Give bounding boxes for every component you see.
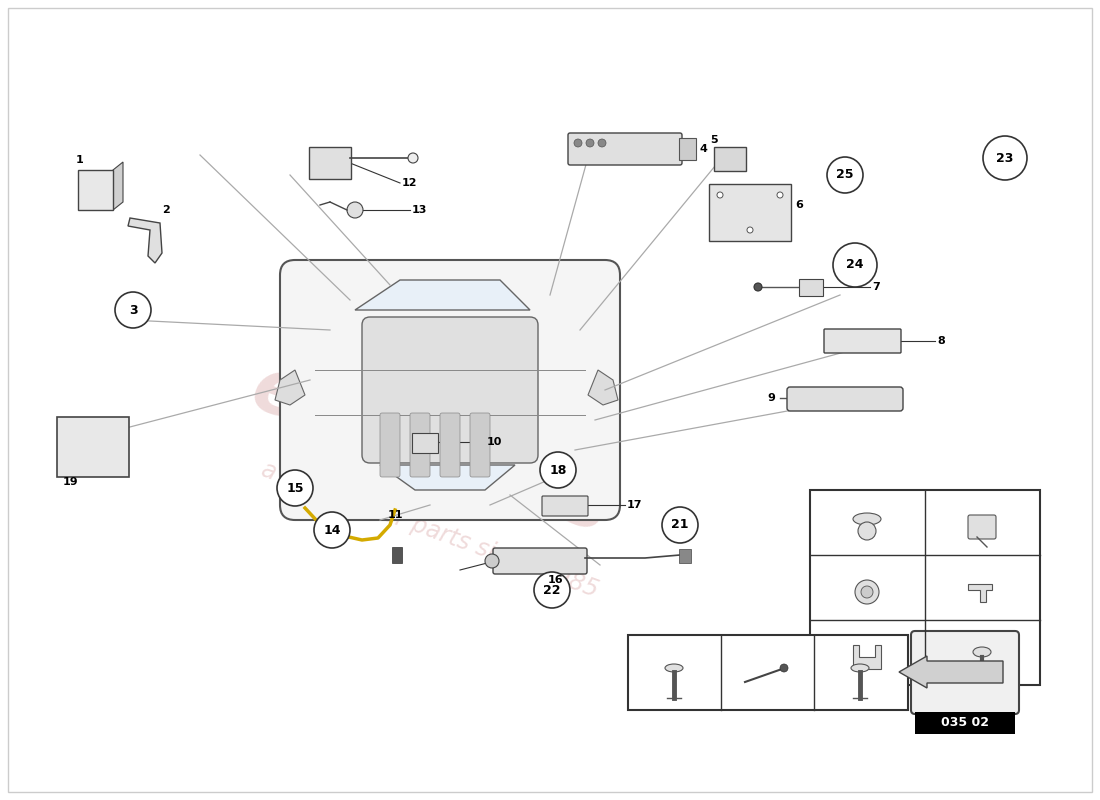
Circle shape	[833, 243, 877, 287]
Text: 8: 8	[937, 336, 945, 346]
Text: 18: 18	[549, 463, 566, 477]
Text: 25: 25	[836, 169, 854, 182]
Circle shape	[777, 192, 783, 198]
Circle shape	[662, 507, 698, 543]
Circle shape	[754, 283, 762, 291]
Text: 25: 25	[816, 491, 834, 505]
Text: 12: 12	[402, 178, 418, 188]
Circle shape	[747, 227, 754, 233]
Text: 10: 10	[487, 437, 503, 447]
Polygon shape	[275, 370, 305, 405]
Polygon shape	[852, 645, 881, 669]
FancyBboxPatch shape	[968, 515, 996, 539]
Text: 035 02: 035 02	[940, 717, 989, 730]
FancyBboxPatch shape	[392, 547, 402, 563]
Ellipse shape	[852, 513, 881, 525]
Text: 2: 2	[162, 205, 169, 215]
FancyBboxPatch shape	[542, 496, 588, 516]
Text: 15: 15	[286, 482, 304, 494]
Polygon shape	[113, 162, 123, 210]
Text: 15: 15	[931, 491, 948, 505]
Circle shape	[598, 139, 606, 147]
FancyArrow shape	[899, 656, 1003, 688]
Text: 4: 4	[700, 144, 708, 154]
Text: 9: 9	[767, 393, 775, 403]
Text: 13: 13	[412, 205, 428, 215]
Ellipse shape	[851, 664, 869, 672]
Text: 1: 1	[76, 155, 84, 165]
Ellipse shape	[858, 522, 876, 540]
FancyBboxPatch shape	[679, 549, 691, 563]
Circle shape	[540, 452, 576, 488]
FancyBboxPatch shape	[379, 413, 400, 477]
Text: 6: 6	[795, 200, 803, 210]
Polygon shape	[355, 280, 530, 310]
Polygon shape	[128, 218, 162, 263]
Polygon shape	[379, 465, 515, 490]
Circle shape	[314, 512, 350, 548]
Text: 21: 21	[733, 638, 752, 652]
Circle shape	[534, 572, 570, 608]
Text: 23: 23	[816, 622, 834, 634]
Circle shape	[780, 664, 788, 672]
FancyBboxPatch shape	[493, 548, 587, 574]
FancyBboxPatch shape	[78, 170, 113, 210]
Circle shape	[116, 292, 151, 328]
FancyBboxPatch shape	[786, 387, 903, 411]
Circle shape	[983, 136, 1027, 180]
FancyBboxPatch shape	[440, 413, 460, 477]
Text: eurocars: eurocars	[241, 351, 619, 549]
Text: 14: 14	[931, 557, 948, 570]
Text: 19: 19	[63, 477, 78, 487]
Circle shape	[574, 139, 582, 147]
Text: 14: 14	[323, 523, 341, 537]
FancyBboxPatch shape	[470, 413, 490, 477]
Circle shape	[717, 192, 723, 198]
FancyBboxPatch shape	[799, 279, 823, 296]
Text: 17: 17	[627, 500, 642, 510]
Text: 7: 7	[872, 282, 880, 292]
Polygon shape	[968, 584, 992, 602]
Circle shape	[485, 554, 499, 568]
Text: 22: 22	[640, 638, 660, 652]
Text: 21: 21	[671, 518, 689, 531]
Circle shape	[346, 202, 363, 218]
Circle shape	[586, 139, 594, 147]
Text: 3: 3	[931, 622, 939, 634]
FancyBboxPatch shape	[568, 133, 682, 165]
Circle shape	[277, 470, 313, 506]
Text: a passion for parts since 1985: a passion for parts since 1985	[258, 458, 602, 602]
FancyBboxPatch shape	[309, 147, 351, 179]
Circle shape	[827, 157, 864, 193]
FancyBboxPatch shape	[710, 184, 791, 241]
Ellipse shape	[861, 586, 873, 598]
FancyBboxPatch shape	[679, 138, 696, 160]
Text: 24: 24	[816, 557, 834, 570]
Circle shape	[408, 153, 418, 163]
Text: 23: 23	[997, 151, 1014, 165]
Text: 18: 18	[826, 638, 846, 652]
FancyBboxPatch shape	[280, 260, 620, 520]
FancyBboxPatch shape	[714, 147, 746, 171]
FancyBboxPatch shape	[824, 329, 901, 353]
Text: 3: 3	[129, 303, 138, 317]
Bar	[810, 490, 1040, 685]
Polygon shape	[588, 370, 618, 405]
Text: 16: 16	[548, 575, 563, 585]
Bar	[628, 635, 907, 710]
Text: 22: 22	[543, 583, 561, 597]
FancyBboxPatch shape	[362, 317, 538, 463]
Ellipse shape	[666, 664, 683, 672]
FancyBboxPatch shape	[412, 433, 438, 453]
Ellipse shape	[974, 647, 991, 657]
Text: 5: 5	[710, 135, 717, 145]
FancyBboxPatch shape	[410, 413, 430, 477]
FancyBboxPatch shape	[911, 631, 1019, 714]
Text: 24: 24	[846, 258, 864, 271]
Bar	[915, 712, 1015, 734]
FancyBboxPatch shape	[57, 417, 129, 477]
Text: 11: 11	[388, 510, 404, 520]
Ellipse shape	[855, 580, 879, 604]
